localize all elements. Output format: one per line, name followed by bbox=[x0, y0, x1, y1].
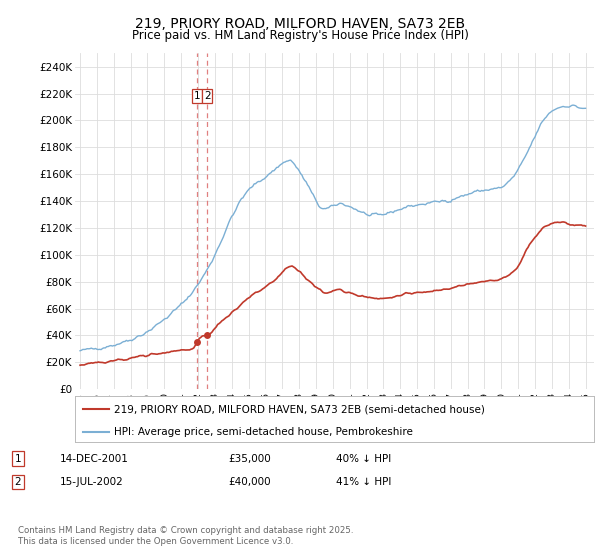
Text: HPI: Average price, semi-detached house, Pembrokeshire: HPI: Average price, semi-detached house,… bbox=[114, 427, 413, 437]
Text: 2: 2 bbox=[14, 477, 22, 487]
Text: £35,000: £35,000 bbox=[228, 454, 271, 464]
Text: 15-JUL-2002: 15-JUL-2002 bbox=[60, 477, 124, 487]
Text: 1: 1 bbox=[14, 454, 22, 464]
Text: Price paid vs. HM Land Registry's House Price Index (HPI): Price paid vs. HM Land Registry's House … bbox=[131, 29, 469, 42]
Text: 41% ↓ HPI: 41% ↓ HPI bbox=[336, 477, 391, 487]
Text: 2: 2 bbox=[204, 91, 211, 101]
Text: £40,000: £40,000 bbox=[228, 477, 271, 487]
Text: 40% ↓ HPI: 40% ↓ HPI bbox=[336, 454, 391, 464]
Text: Contains HM Land Registry data © Crown copyright and database right 2025.
This d: Contains HM Land Registry data © Crown c… bbox=[18, 526, 353, 546]
Text: 219, PRIORY ROAD, MILFORD HAVEN, SA73 2EB: 219, PRIORY ROAD, MILFORD HAVEN, SA73 2E… bbox=[135, 17, 465, 31]
Text: 14-DEC-2001: 14-DEC-2001 bbox=[60, 454, 129, 464]
Text: 1: 1 bbox=[194, 91, 200, 101]
Text: 219, PRIORY ROAD, MILFORD HAVEN, SA73 2EB (semi-detached house): 219, PRIORY ROAD, MILFORD HAVEN, SA73 2E… bbox=[114, 404, 485, 414]
